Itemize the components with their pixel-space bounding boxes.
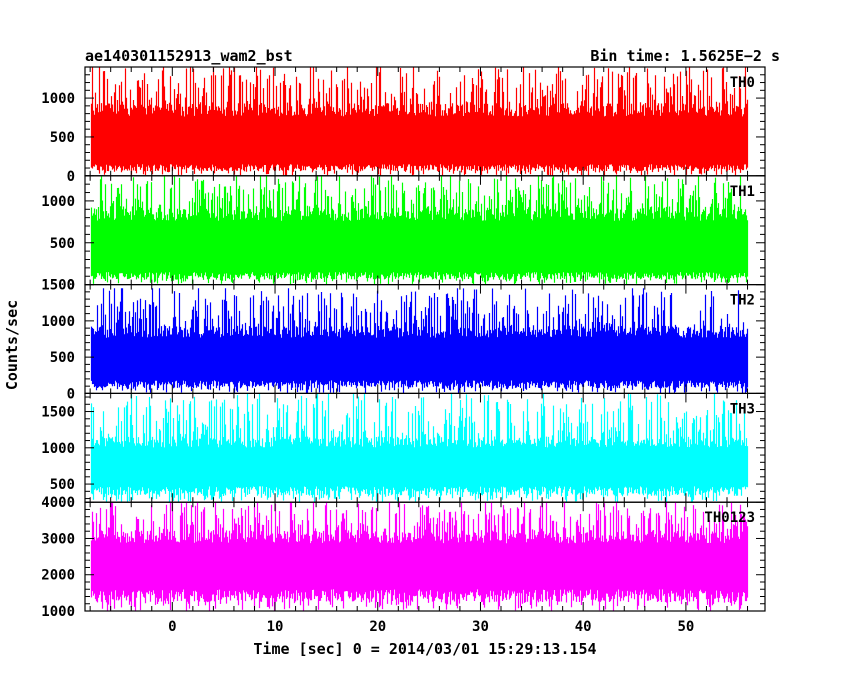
panel-frame — [84, 501, 766, 612]
x-tick-label: 30 — [472, 619, 489, 635]
panel-th3: 500 1000 1500 TH3 — [41, 392, 766, 503]
y-tick-label: 0 — [67, 278, 75, 294]
y-tick-label: 500 — [50, 350, 75, 366]
x-tick-labels: 0 10 20 30 40 50 — [168, 619, 694, 635]
x-tick-label: 10 — [267, 619, 284, 635]
y-tick-label: 2000 — [41, 568, 75, 584]
x-tick-label: 50 — [677, 619, 694, 635]
x-tick-label: 20 — [369, 619, 386, 635]
y-tick-label: 500 — [50, 236, 75, 252]
panel-label: TH3 — [730, 401, 755, 417]
y-tick-label: 4000 — [41, 495, 75, 511]
y-tick-label: 1000 — [41, 314, 75, 330]
y-tick-label: 3000 — [41, 531, 75, 547]
chart-title-right: Bin time: 1.5625E−2 s — [590, 47, 780, 65]
panel-label: TH0 — [730, 75, 755, 91]
chart-title-left: ae140301152913_wam2_bst — [85, 47, 293, 65]
panel-label: TH0123 — [704, 510, 755, 526]
panel-th0: 0 500 1000 TH0 — [41, 66, 766, 185]
panels: 0 500 1000 TH0 0 500 1000 TH1 0 500 1000 1500 TH2 500… — [41, 66, 766, 620]
series-th0123 — [90, 502, 749, 611]
y-tick-label: 500 — [50, 477, 75, 493]
panel-label: TH1 — [730, 184, 755, 200]
series-th2 — [90, 288, 749, 394]
y-tick-label: 1500 — [41, 405, 75, 421]
series-th3 — [90, 393, 749, 503]
y-tick-label: 1000 — [41, 194, 75, 210]
y-tick-label: 500 — [50, 130, 75, 146]
y-tick-label: 1000 — [41, 441, 75, 457]
y-tick-label: 1500 — [41, 278, 75, 294]
x-axis-label: Time [sec] 0 = 2014/03/01 15:29:13.154 — [253, 640, 596, 658]
y-tick-label: 1000 — [41, 604, 75, 620]
y-axis-label: Counts/sec — [3, 300, 21, 390]
series-th0 — [90, 67, 749, 176]
y-tick-label: 1000 — [41, 91, 75, 107]
y-tick-label: 0 — [67, 386, 75, 402]
x-tick-label: 0 — [168, 619, 176, 635]
panel-label: TH2 — [730, 293, 755, 309]
panel-th1: 0 500 1000 TH1 — [41, 175, 766, 294]
panel-th2: 0 500 1000 1500 TH2 — [41, 278, 766, 402]
y-tick-label: 0 — [67, 169, 75, 185]
x-tick-label: 40 — [575, 619, 592, 635]
panel-th0123: 1000 2000 3000 4000 TH0123 — [41, 495, 766, 620]
series-th1 — [90, 175, 749, 285]
